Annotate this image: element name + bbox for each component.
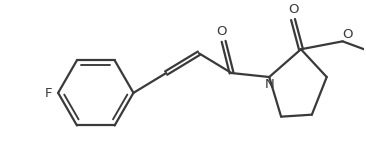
Text: F: F <box>44 87 52 100</box>
Text: O: O <box>342 28 353 41</box>
Text: O: O <box>216 25 227 38</box>
Text: N: N <box>264 78 274 91</box>
Text: O: O <box>288 3 298 16</box>
